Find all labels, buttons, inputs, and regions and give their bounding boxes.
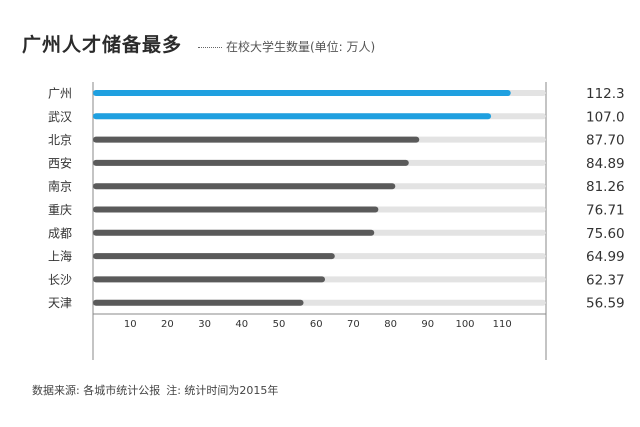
- bar: [93, 299, 304, 306]
- bar: [93, 159, 409, 166]
- bar: [93, 206, 379, 213]
- value-label: 81.26: [586, 179, 625, 195]
- x-tick-label: 110: [493, 319, 512, 330]
- bar: [93, 136, 420, 143]
- bar: [93, 90, 511, 96]
- category-label: 武汉: [48, 110, 72, 124]
- x-tick-label: 80: [384, 319, 397, 330]
- bar: [93, 183, 396, 190]
- value-label: 76.71: [586, 203, 625, 219]
- x-tick-label: 40: [235, 319, 248, 330]
- subtitle-text: 在校大学生数量(单位: 万人): [226, 40, 376, 54]
- category-label: 西安: [48, 155, 72, 170]
- category-label: 成都: [48, 226, 72, 240]
- x-tick-label: 100: [455, 319, 474, 330]
- value-label: 64.99: [586, 249, 625, 265]
- source-text: 数据来源: 各城市统计公报: [32, 384, 161, 397]
- x-tick-label: 70: [347, 319, 360, 330]
- bar: [93, 113, 492, 120]
- value-label: 56.59: [586, 296, 625, 312]
- x-tick-label: 50: [273, 319, 286, 330]
- x-tick-label: 90: [421, 319, 434, 330]
- chart-title: 广州人才储备最多: [22, 34, 183, 56]
- category-label: 上海: [48, 249, 72, 264]
- value-label: 62.37: [586, 272, 625, 288]
- x-tick-label: 60: [310, 319, 323, 330]
- category-label: 北京: [48, 133, 72, 147]
- category-label: 广州: [48, 87, 72, 101]
- x-tick-label: 30: [198, 319, 211, 330]
- source-note: 数据来源: 各城市统计公报 注: 统计时间为2015年: [32, 382, 284, 398]
- dotted-leader: [198, 47, 222, 48]
- x-tick-label: 20: [161, 319, 174, 330]
- category-label: 长沙: [48, 273, 72, 287]
- bar: [93, 229, 375, 236]
- chart-subtitle: 在校大学生数量(单位: 万人): [198, 38, 375, 55]
- value-label: 112.3: [586, 86, 625, 102]
- note-text: 注: 统计时间为2015年: [166, 384, 279, 397]
- bar: [93, 276, 326, 283]
- x-tick-label: 10: [124, 319, 137, 330]
- value-label: 107.0: [586, 109, 625, 125]
- value-label: 75.60: [586, 226, 625, 242]
- category-label: 重庆: [48, 203, 72, 217]
- category-label: 天津: [48, 296, 72, 310]
- value-label: 84.89: [586, 156, 625, 172]
- value-label: 87.70: [586, 133, 625, 149]
- category-label: 南京: [48, 179, 72, 194]
- bar: [93, 253, 335, 260]
